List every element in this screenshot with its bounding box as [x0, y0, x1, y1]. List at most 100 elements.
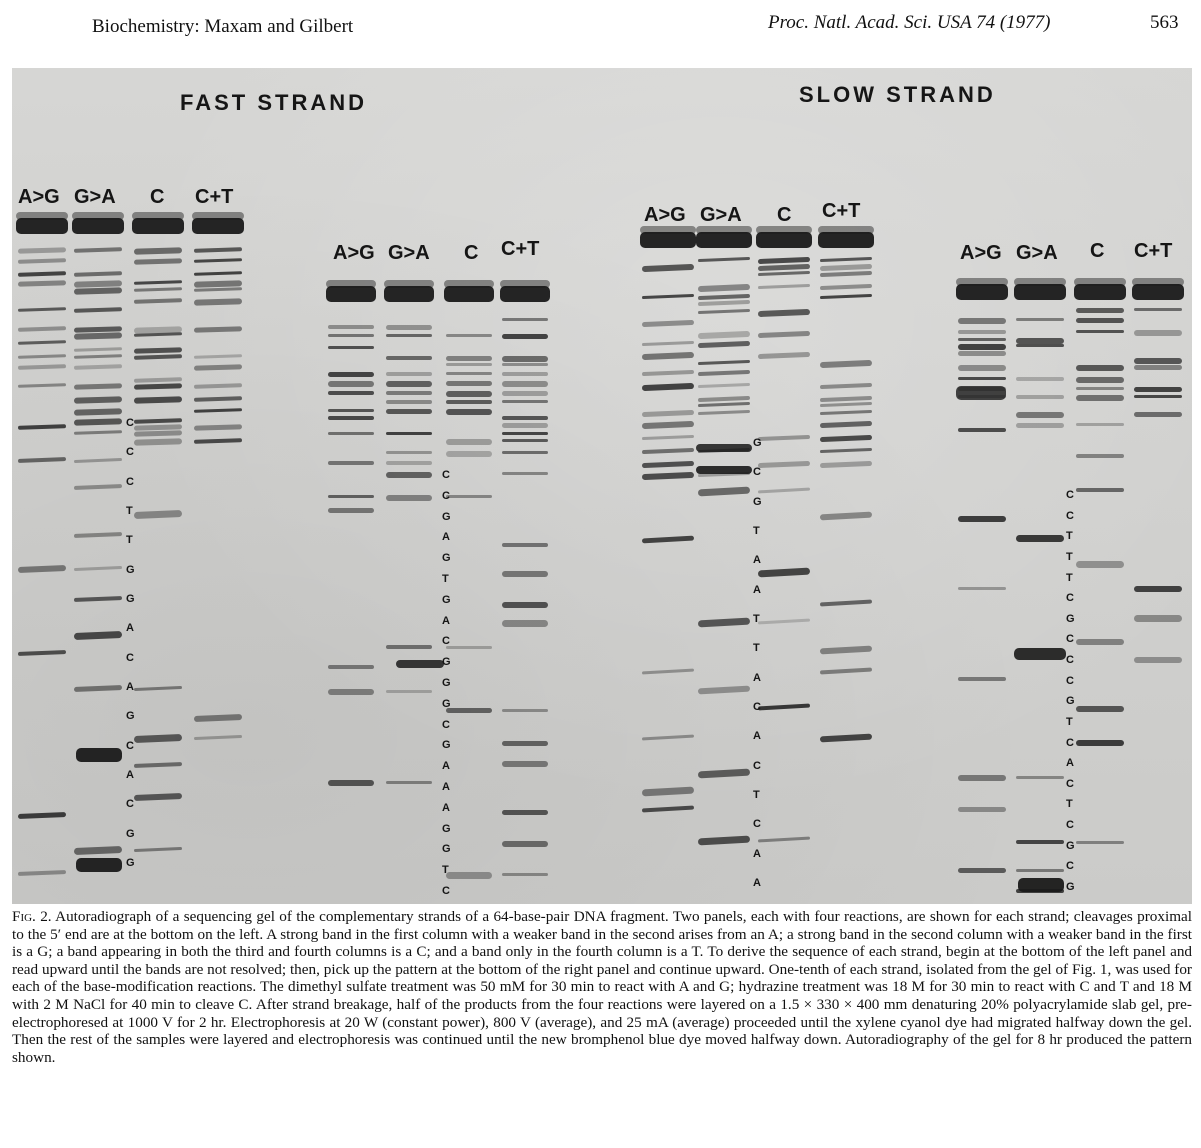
gel-band: [386, 372, 432, 376]
slow-p2-seq-letter: C: [1066, 777, 1074, 790]
fast-p2-seq-letter: A: [442, 614, 450, 627]
gel-band: [446, 381, 492, 386]
fast-p1-seq-letter: C: [126, 417, 134, 429]
gel-band: [958, 330, 1006, 334]
gel-top-band: [640, 232, 696, 248]
gel-top-band-halo: [192, 212, 244, 220]
gel-band-faint: [502, 709, 548, 712]
gel-band: [386, 461, 432, 465]
fast-p1-seq-letter: A: [126, 769, 134, 781]
gel-band: [328, 508, 374, 513]
gel-band: [1076, 387, 1124, 390]
gel-band-faint: [1016, 776, 1064, 779]
slow-p2-seq-letter: C: [1066, 489, 1074, 501]
fast-p1-seq-letter: C: [126, 446, 134, 459]
fast-p2-seq-letter: C: [442, 469, 450, 481]
slow-p1-seq-letter: T: [753, 613, 760, 625]
slow-p1-seq-letter: C: [753, 818, 761, 831]
fast-p2-seq-letter: T: [442, 864, 449, 877]
slow-p1-seq-letter: T: [753, 642, 760, 655]
slow-p2-seq-letter: T: [1066, 798, 1073, 811]
gel-shading: [12, 68, 1192, 904]
gel-top-band: [500, 286, 550, 302]
gel-band: [958, 338, 1006, 341]
slow-p1-seq-letter: A: [753, 847, 761, 860]
fast-p1-seq-letter: G: [126, 593, 135, 605]
slow-p2-seq-letter: C: [1066, 736, 1074, 749]
gel-band: [328, 432, 374, 435]
gel-band-faint: [446, 646, 492, 649]
fast-p2-label-c: C: [464, 242, 479, 264]
gel-band: [328, 334, 374, 337]
gel-band: [958, 677, 1006, 681]
gel-band: [1076, 561, 1124, 568]
gel-band: [958, 318, 1006, 324]
gel-band: [1076, 639, 1124, 645]
gel-top-band: [326, 286, 376, 302]
gel-band: [1016, 377, 1064, 381]
gel-top-band-halo: [1074, 278, 1126, 286]
gel-band-strong: [396, 660, 444, 668]
gel-band: [328, 495, 374, 498]
slow-p1-seq-letter: C: [753, 759, 761, 772]
slow-p1-seq-letter: G: [753, 495, 762, 508]
fast-p2-seq-letter: G: [442, 677, 451, 689]
gel-band: [502, 334, 548, 339]
fast-p1-seq-letter: A: [126, 681, 134, 693]
fast-p2-seq-letter: G: [442, 656, 451, 669]
slow-p2-label-ct: C+T: [1134, 240, 1173, 262]
gel-band: [502, 841, 548, 847]
slow-p2-seq-letter: C: [1066, 819, 1074, 832]
gel-band: [1076, 423, 1124, 426]
gel-band: [386, 334, 432, 337]
gel-top-band-halo: [500, 280, 550, 288]
fast-strand-title: FAST STRAND: [180, 90, 367, 115]
fast-p2-seq-letter: A: [442, 781, 450, 793]
fast-p1-seq-letter: C: [126, 475, 134, 488]
gel-band: [1016, 423, 1064, 428]
gel-band: [502, 602, 548, 608]
gel-band: [502, 451, 548, 454]
slow-p1-seq-letter: A: [753, 583, 761, 596]
gel-band: [502, 416, 548, 420]
gel-band: [502, 741, 548, 746]
gel-band: [1076, 395, 1124, 401]
fast-p1-label-c: C: [150, 186, 165, 208]
slow-p2-seq-letter: G: [1066, 695, 1075, 708]
gel-band: [958, 807, 1006, 812]
gel-band: [502, 810, 548, 815]
gel-band: [328, 416, 374, 420]
gel-band: [386, 645, 432, 649]
gel-band: [446, 363, 492, 366]
slow-p1-seq-letter: C: [753, 466, 761, 479]
gel-band: [386, 381, 432, 387]
gel-band: [1134, 365, 1182, 370]
fast-p2-seq-letter: G: [442, 822, 451, 835]
slow-p2-seq-letter: G: [1066, 881, 1075, 893]
fast-p2-seq-letter: G: [442, 697, 451, 710]
gel-band: [1076, 740, 1124, 746]
gel-band: [328, 372, 374, 377]
gel-band: [328, 325, 374, 329]
gel-top-band: [1014, 284, 1066, 300]
page-number: 563: [1150, 12, 1179, 33]
gel-band: [446, 451, 492, 457]
gel-band: [386, 472, 432, 478]
gel-band: [1134, 615, 1182, 622]
gel-band: [1134, 308, 1182, 311]
gel-band-strong: [696, 444, 752, 452]
gel-band: [502, 472, 548, 475]
gel-band: [1016, 535, 1064, 542]
gel-band: [1016, 338, 1064, 344]
gel-band: [502, 391, 548, 396]
slow-p1-seq-letter: G: [753, 437, 762, 449]
fast-p1-seq-letter: G: [126, 710, 135, 723]
gel-band: [1076, 308, 1124, 313]
gel-top-band: [756, 232, 812, 248]
gel-band: [1134, 586, 1182, 592]
page-header: Biochemistry: Maxam and Gilbert Proc. Na…: [0, 0, 1201, 60]
gel-top-band: [72, 218, 124, 234]
gel-band: [958, 868, 1006, 873]
slow-p2-seq-letter: G: [1066, 839, 1075, 852]
gel-band: [502, 543, 548, 547]
